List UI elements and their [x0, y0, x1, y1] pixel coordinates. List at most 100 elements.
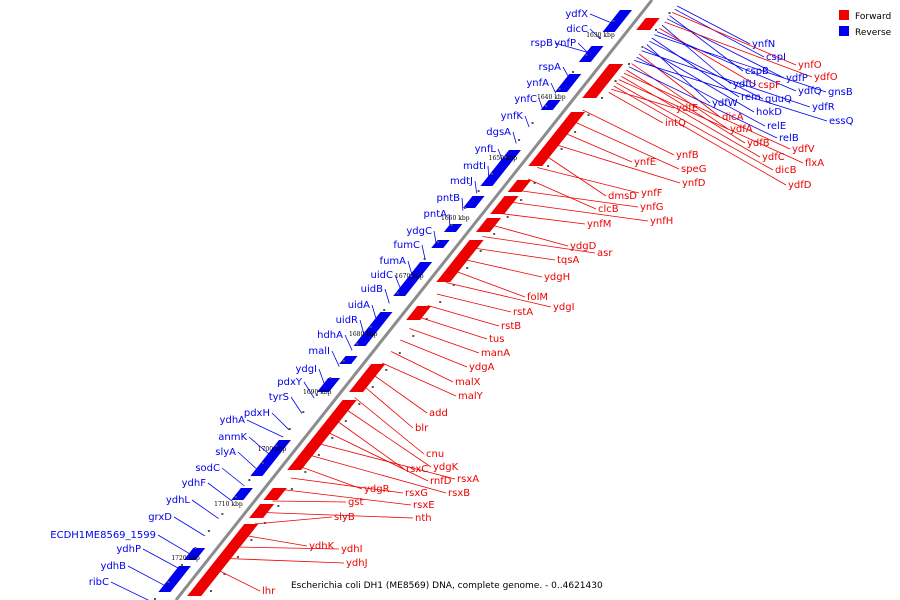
- leader-line: [524, 115, 530, 128]
- gene-label-maly: malY: [458, 391, 484, 402]
- leader-line: [331, 350, 340, 367]
- legend-reverse-swatch: [839, 26, 849, 36]
- gene-label-tus: tus: [489, 334, 504, 345]
- leader-line: [638, 53, 721, 118]
- gene-marker: [250, 539, 253, 541]
- gene-label-fumc: fumC: [393, 240, 420, 251]
- gene-label-ynfg: ynfG: [640, 202, 664, 213]
- gene-label-ynfo: ynfO: [798, 60, 822, 71]
- gene-label-ydfa: ydfA: [730, 124, 753, 135]
- gene-marker: [410, 275, 413, 277]
- gene-label-ynff: ynfF: [641, 188, 663, 199]
- gene-label-uidr: uidR: [336, 315, 358, 326]
- leader-line: [281, 489, 412, 506]
- gene-label-ydfe: ydfE: [676, 103, 698, 114]
- leader-line: [290, 477, 404, 494]
- gene-label-cspb: cspB: [745, 66, 769, 77]
- gene-label-dicb: dicB: [775, 165, 797, 176]
- gene-label-rsxb: rsxB: [448, 488, 470, 499]
- leader-line: [491, 224, 569, 247]
- gene-label-ydgh: ydgH: [544, 272, 570, 283]
- gene-marker: [450, 224, 453, 226]
- gene-label-ydfw: ydfW: [712, 98, 738, 109]
- leader-line: [454, 270, 526, 298]
- leader-line: [651, 37, 740, 98]
- leader-line: [473, 247, 556, 261]
- gene-marker: [547, 165, 550, 167]
- leader-line: [461, 197, 464, 211]
- gene-label-ynfb: ynfB: [676, 150, 699, 161]
- gene-label-slyb: slyB: [334, 512, 355, 523]
- gene-marker: [209, 590, 212, 592]
- leader-line: [573, 121, 680, 170]
- gene-label-speg: speG: [681, 164, 706, 175]
- gene-marker: [477, 190, 480, 192]
- gene-label-gnsb: gnsB: [828, 87, 853, 98]
- leader-line: [372, 374, 428, 414]
- leader-line: [271, 412, 290, 431]
- gene-label-ecdh1me8569-1599: ECDH1ME8569_1599: [50, 530, 156, 541]
- leader-line: [226, 558, 345, 564]
- leader-line: [336, 420, 405, 470]
- leader-line: [546, 155, 607, 197]
- leader-line: [245, 535, 308, 547]
- gene-label-ydgr: ydgR: [364, 484, 390, 495]
- leader-line: [110, 581, 149, 600]
- gene-marker: [234, 496, 237, 498]
- gene-label-ydfu: ydfU: [733, 79, 756, 90]
- gene-label-ydfq: ydfQ: [798, 86, 822, 97]
- leader-line: [303, 381, 315, 399]
- gene-label-ydhk: ydhK: [309, 541, 335, 552]
- leader-line: [518, 190, 639, 208]
- gene-label-ynfe: ynfE: [634, 157, 656, 168]
- gene-marker: [423, 258, 426, 260]
- legend-reverse-label: Reverse: [855, 28, 892, 38]
- leader-line: [327, 431, 429, 482]
- gene-marker: [601, 97, 604, 99]
- gene-label-ydgi: ydgI: [295, 364, 317, 375]
- leader-line: [649, 40, 764, 100]
- gene-marker: [479, 250, 482, 252]
- reverse-gene-feature: [231, 488, 253, 500]
- gene-marker: [180, 564, 183, 566]
- legend-forward-swatch: [839, 10, 849, 20]
- gene-label-rele: relE: [767, 121, 786, 132]
- gene-label-uidc: uidC: [371, 270, 393, 281]
- gene-label-ribc: ribC: [89, 577, 109, 588]
- leader-line: [359, 319, 365, 336]
- gene-label-intq: intQ: [665, 118, 686, 129]
- label-leader-lines: [110, 5, 828, 600]
- gene-marker: [369, 326, 372, 328]
- gene-marker: [385, 369, 388, 371]
- gene-label-ydgc: ydgC: [406, 226, 432, 237]
- gene-marker: [520, 199, 523, 201]
- gene-marker: [412, 335, 415, 337]
- gene-label-rem: rem: [741, 92, 761, 103]
- leader-line: [659, 28, 757, 86]
- gene-label-dgsa: dgsA: [486, 127, 511, 138]
- leader-line: [631, 63, 729, 130]
- gene-label-tyrs: tyrS: [269, 392, 289, 403]
- leader-line: [418, 316, 488, 340]
- forward-gene-feature: [263, 488, 287, 500]
- gene-label-uida: uidA: [348, 300, 370, 311]
- forward-gene-feature: [475, 218, 502, 232]
- gene-label-hokd: hokD: [756, 107, 782, 118]
- gene-label-dicc: dicC: [566, 24, 588, 35]
- scale-tick-label: 1680 kbp: [349, 331, 378, 338]
- reverse-gene-feature: [317, 378, 341, 392]
- gene-marker: [614, 80, 617, 82]
- gene-label-ydha: ydhA: [220, 415, 246, 426]
- leader-line: [487, 165, 490, 179]
- gene-label-add: add: [429, 408, 448, 419]
- scale-ticks: 1630 kbp 1640 kbp 1650 kbp 1660 kbp 1670 kbp…: [171, 32, 615, 562]
- scale-tick-label: 1640 kbp: [537, 94, 566, 101]
- gene-marker: [506, 216, 509, 218]
- leader-line: [390, 351, 454, 383]
- leader-line: [677, 5, 751, 45]
- gene-label-ydhj: ydhJ: [346, 558, 368, 569]
- gene-label-pdxy: pdxY: [277, 377, 303, 388]
- reverse-gene-feature: [431, 240, 450, 248]
- gene-label-ynfn: ynfN: [752, 39, 775, 50]
